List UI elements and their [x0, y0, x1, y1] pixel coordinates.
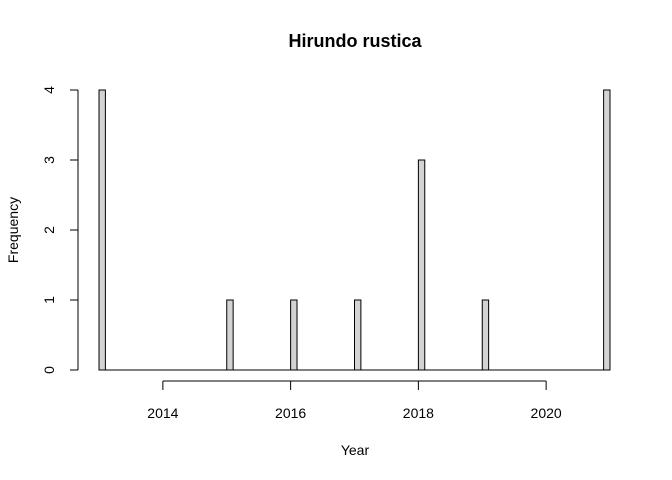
y-tick-label-1: 1 [41, 296, 57, 304]
bar-2015 [226, 299, 234, 371]
y-tick-label-4: 4 [41, 86, 57, 94]
x-axis: 2014 2016 2018 2020 [147, 380, 562, 421]
chart-title: Hirundo rustica [288, 31, 422, 51]
bar-2019 [481, 299, 490, 371]
x-axis-label: Year [341, 442, 370, 458]
bar-2018 [417, 159, 426, 371]
x-tick-label-2020: 2020 [531, 405, 562, 421]
bar-2016 [290, 299, 298, 371]
x-tick-label-2014: 2014 [147, 405, 178, 421]
bar-2021 [603, 89, 611, 371]
y-axis-label: Frequency [5, 197, 21, 263]
y-tick-label-3: 3 [41, 156, 57, 164]
y-tick-label-0: 0 [41, 366, 57, 374]
bars-group [98, 89, 611, 371]
x-tick-label-2018: 2018 [403, 405, 434, 421]
bar-2013 [98, 89, 106, 371]
bar-2017 [354, 299, 362, 371]
y-tick-label-2: 2 [41, 226, 57, 234]
y-axis: 0 1 2 3 4 [41, 86, 79, 374]
x-tick-label-2016: 2016 [275, 405, 306, 421]
